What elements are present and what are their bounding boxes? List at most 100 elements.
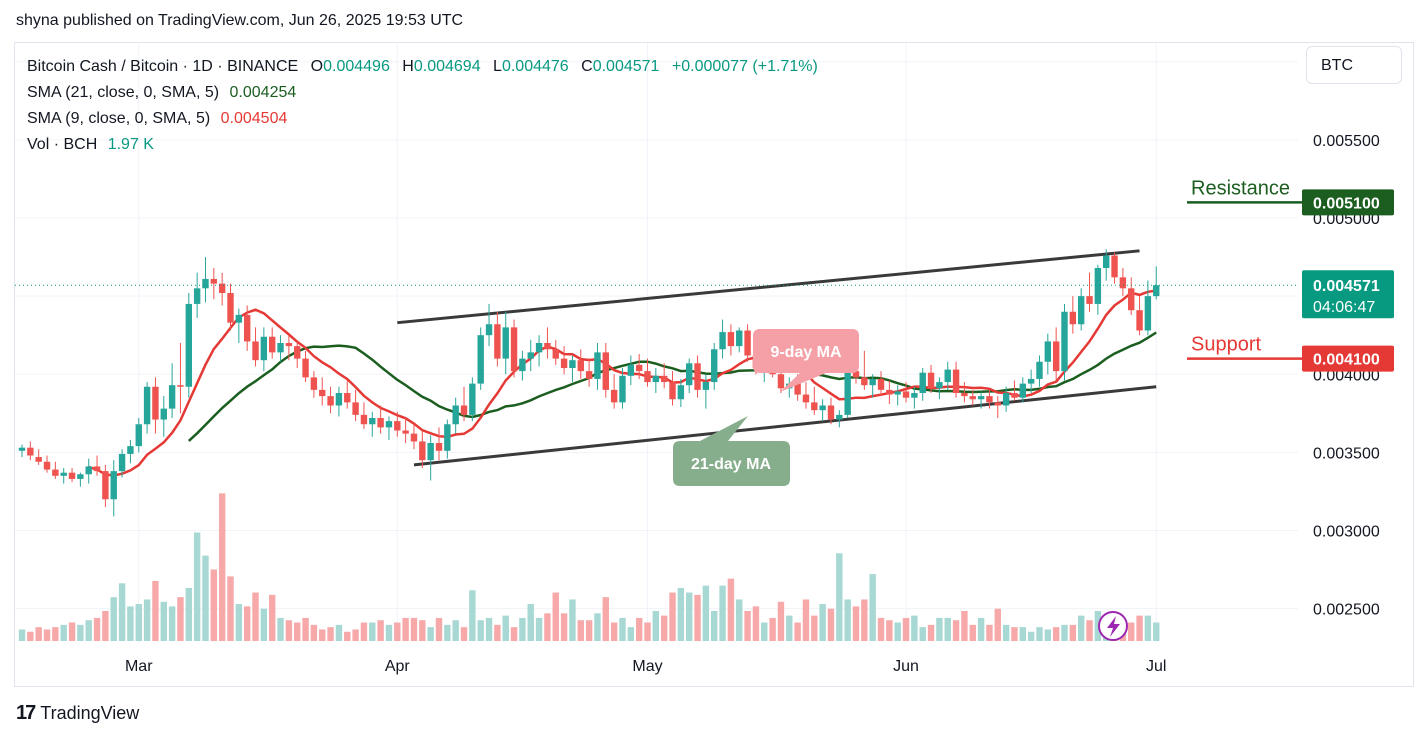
close-value: 0.004571 — [592, 58, 660, 75]
volume-bar — [135, 604, 142, 641]
candle-body — [243, 314, 251, 342]
candle-body — [819, 405, 826, 411]
volume-bar — [902, 617, 910, 641]
volume-bar — [43, 629, 51, 641]
candle-body — [585, 371, 593, 379]
candle-body — [811, 402, 818, 411]
candle-body — [961, 393, 968, 397]
volume-bar — [1069, 624, 1077, 641]
candle-body — [836, 414, 843, 420]
candle-body — [1077, 296, 1085, 325]
candle-body — [469, 383, 476, 415]
candle-body — [919, 372, 926, 393]
volume-bar — [794, 622, 801, 641]
volume-bar — [452, 620, 459, 641]
volume-bar — [977, 617, 985, 641]
volume-bar — [494, 624, 501, 641]
volume-bar — [994, 608, 1001, 641]
volume-bar — [285, 620, 293, 641]
candle-body — [1103, 255, 1110, 268]
tradingview-logo[interactable]: 17 TradingView — [16, 702, 139, 725]
tradingview-brand: TradingView — [40, 703, 140, 723]
volume-bar — [877, 617, 885, 641]
x-tick-label: Apr — [385, 658, 411, 675]
candle-body — [1036, 361, 1043, 379]
candle-body — [677, 385, 685, 400]
candle-body — [1086, 296, 1093, 304]
y-tick-label: 0.003500 — [1313, 445, 1380, 462]
candle-body — [452, 405, 459, 425]
volume-bar — [811, 615, 818, 641]
volume-bar — [861, 599, 868, 641]
symbol-title[interactable]: Bitcoin Cash / Bitcoin · 1D · BINANCE — [27, 58, 299, 75]
volume-bar — [477, 620, 484, 641]
candle-body — [694, 363, 701, 390]
candle-body — [193, 288, 201, 304]
volume-bar — [102, 611, 109, 641]
volume-bar — [335, 624, 343, 641]
candle-body — [360, 414, 368, 425]
volume-bar — [660, 615, 668, 641]
candle-body — [1094, 268, 1102, 304]
volume-bar — [394, 622, 401, 641]
volume-bar — [1027, 631, 1035, 641]
volume-bar — [327, 627, 334, 641]
sma21-row[interactable]: SMA (21, close, 0, SMA, 5) 0.004254 — [27, 80, 818, 106]
volume-bar — [202, 555, 209, 641]
volume-bar — [527, 604, 534, 641]
candle-body — [877, 378, 885, 390]
candle-body — [460, 405, 468, 415]
volume-bar — [869, 574, 876, 641]
candle-body — [227, 293, 234, 323]
publisher-text: shyna published on TradingView.com, Jun … — [16, 12, 464, 29]
volume-bar — [752, 606, 760, 641]
x-tick-label: May — [632, 658, 662, 675]
resistance-price-tag — [1302, 189, 1394, 216]
currency-button[interactable]: BTC — [1306, 46, 1402, 84]
candle-body — [802, 394, 810, 403]
candle-body — [861, 377, 868, 386]
candle-body — [719, 332, 726, 350]
candle-body — [319, 389, 326, 397]
volume-bar — [402, 617, 409, 641]
candle-body — [1153, 285, 1160, 297]
low-value: 0.004476 — [501, 58, 569, 75]
candle-body — [644, 371, 651, 383]
sma9-value: 0.004504 — [220, 110, 288, 127]
candle-body — [1019, 383, 1026, 398]
annotation-9day-bubble — [753, 329, 859, 392]
candle-body — [777, 374, 785, 389]
volume-bar — [27, 631, 34, 641]
volume-bar — [377, 620, 384, 641]
volume-bar — [243, 606, 251, 641]
volume-bar — [235, 604, 243, 641]
volume-bar — [836, 553, 843, 641]
sma9-row[interactable]: SMA (9, close, 0, SMA, 5) 0.004504 — [27, 106, 818, 132]
volume-bar — [936, 617, 943, 641]
candle-body — [352, 402, 359, 415]
candle-body — [727, 332, 735, 347]
candle-body — [385, 421, 393, 428]
volume-bar — [552, 592, 559, 641]
sma21-value: 0.004254 — [229, 84, 297, 101]
y-tick-label: 0.005500 — [1313, 133, 1380, 150]
chart-legend: Bitcoin Cash / Bitcoin · 1D · BINANCE O0… — [27, 54, 818, 158]
candle-body — [1128, 288, 1135, 311]
volume-bar — [911, 615, 918, 641]
volume-bar — [152, 581, 159, 641]
volume-bar — [485, 617, 493, 641]
last-price-tag — [1302, 270, 1394, 319]
y-tick-label: 0.003000 — [1313, 524, 1380, 541]
ohlc-row: Bitcoin Cash / Bitcoin · 1D · BINANCE O 0… — [27, 54, 818, 80]
volume-row[interactable]: Vol · BCH 1.97 K — [27, 132, 818, 158]
open-label: O — [310, 58, 324, 75]
volume-bar — [127, 606, 134, 641]
candle-body — [594, 352, 601, 379]
candle-body — [794, 383, 801, 395]
candle-body — [310, 377, 318, 390]
volume-bar — [218, 493, 226, 641]
volume-bar — [594, 613, 601, 641]
candle-body — [560, 358, 568, 368]
volume-bar — [969, 624, 976, 641]
